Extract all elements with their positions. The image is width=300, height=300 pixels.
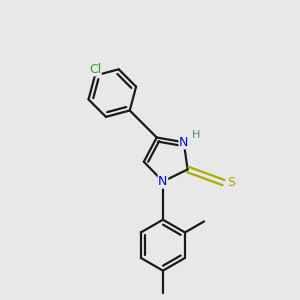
Text: N: N [179, 136, 188, 149]
Text: N: N [158, 175, 168, 188]
Text: H: H [191, 130, 200, 140]
Text: S: S [227, 176, 235, 189]
Text: Cl: Cl [89, 63, 101, 76]
